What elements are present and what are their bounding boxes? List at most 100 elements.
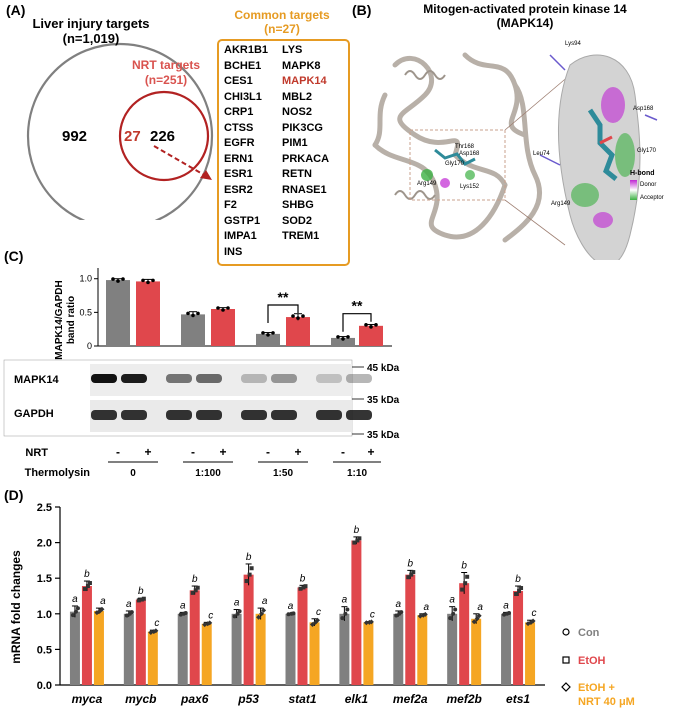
d-point: [411, 570, 416, 575]
legend-etoh: EtOH: [578, 655, 606, 667]
liver-circle: [26, 42, 214, 220]
d-point: [247, 572, 252, 577]
venn-right-only: 226: [150, 128, 176, 145]
venn-arrow: [153, 145, 212, 180]
d-ytick: 2.0: [37, 538, 52, 550]
d-point: [99, 606, 105, 612]
d-bar: [243, 574, 254, 685]
d-sig-letter: b: [192, 574, 198, 585]
c-point: [369, 325, 373, 329]
c-bar: [359, 325, 383, 346]
hbond-legend-title: H-bond: [630, 170, 655, 177]
d-bar: [177, 613, 188, 685]
c-point: [141, 278, 145, 283]
gene-item: CRP1: [224, 106, 254, 118]
venn-overlap: 27: [124, 128, 141, 145]
common-targets-box: AKR1B1 BCHE1 CES1 CHI3L1 CRP1 CTSS EGFR ERN1 ESR…: [217, 39, 350, 266]
d-point: [406, 575, 411, 580]
d-point: [249, 566, 254, 571]
ligand-left: [421, 148, 476, 188]
d-point: [237, 609, 242, 614]
c-point: [301, 314, 305, 318]
d-point: [286, 612, 291, 617]
c-ylabel-line1: MAPK14/GAPDH: [54, 280, 65, 359]
d-point: [517, 589, 522, 594]
d-point: [94, 610, 100, 616]
gene-item: EGFR: [224, 137, 255, 149]
residue-label-left-1: Asp168: [459, 151, 480, 157]
d-bar: [201, 623, 212, 685]
d-sig-letter: c: [532, 608, 537, 619]
kda-35-a: 35 kDa: [367, 395, 400, 406]
nrt-row-label: NRT: [25, 447, 48, 459]
d-point: [87, 581, 92, 586]
gapdh-band: [166, 410, 192, 420]
d-point: [394, 613, 399, 618]
c-point: [336, 335, 340, 339]
d-point: [313, 619, 318, 625]
mapk14-band: [241, 374, 267, 383]
d-sig-letter: c: [316, 607, 321, 618]
blot-label-mapk14: MAPK14: [14, 374, 60, 386]
residue-label-left-0: Thr168: [455, 144, 475, 150]
nrt-sign: -: [191, 445, 195, 459]
d-legend: Con EtOH EtOH + NRT 40 μM: [561, 627, 635, 708]
c-sig-label: **: [278, 289, 289, 305]
d-ytick: 2.5: [37, 502, 52, 514]
c-point: [146, 280, 150, 285]
d-point: [310, 621, 315, 627]
d-point: [465, 574, 470, 579]
mapk14-band: [316, 374, 342, 383]
nrt-title: NRT targets: [131, 58, 200, 72]
d-ytick: 0.5: [37, 644, 52, 656]
residue-label-right-4: Arg149: [551, 201, 571, 207]
protein-title: Mitogen-activated protein kinase 14: [423, 2, 627, 16]
d-point: [202, 622, 208, 628]
d-point: [357, 536, 362, 541]
liver-targets-label: Liver injury targets (n=1,019): [26, 16, 156, 46]
gene-item: CES1: [224, 75, 253, 87]
nrt-sign: +: [219, 445, 226, 459]
panel-c-chart: MAPK14/GAPDH band ratio 0 0.5 1.0 ** ** MAPK…: [3, 268, 400, 479]
d-point: [183, 610, 188, 615]
blot-label-gapdh: GAPDH: [14, 408, 54, 420]
d-bar: [393, 613, 404, 685]
gene-item: TREM1: [282, 230, 320, 242]
d-bar: [189, 590, 200, 685]
nrt-sign: +: [294, 445, 301, 459]
c-bar: [106, 280, 130, 346]
d-point: [355, 538, 360, 543]
d-bar: [135, 599, 146, 685]
d-sig-letter: b: [138, 586, 144, 597]
gene-item: ESR2: [224, 183, 253, 196]
d-ytick: 1.0: [37, 609, 52, 621]
mapk14-band: [346, 374, 372, 383]
gene-item: NOS2: [282, 106, 312, 118]
d-bar: [459, 583, 470, 685]
d-sig-letter: c: [370, 610, 375, 621]
c-ylabel: MAPK14/GAPDH band ratio: [54, 280, 77, 359]
d-sig-letter: a: [234, 598, 240, 609]
c-ytick: 0: [87, 341, 92, 351]
d-sig-letter: a: [180, 600, 186, 611]
d-point: [345, 607, 350, 612]
d-point: [75, 606, 80, 611]
gene-column-1: AKR1B1 BCHE1 CES1 CHI3L1 CRP1 CTSS EGFR ERN1 ESR…: [224, 43, 268, 260]
d-point: [136, 598, 141, 603]
d-sig-letter: b: [246, 552, 252, 563]
binding-surface: [539, 54, 658, 260]
d-point: [303, 584, 308, 589]
protein-ribbon: [372, 52, 543, 243]
legend-etoh-marker: [562, 656, 570, 664]
gene-item: INS: [224, 245, 243, 258]
venn-diagram: [26, 42, 214, 220]
d-sig-letter: b: [354, 525, 360, 536]
blot-bands: [90, 364, 372, 432]
c-point: [266, 333, 270, 337]
c-bar: [181, 314, 205, 346]
d-bar: [363, 622, 374, 685]
legend-con-marker: [562, 628, 570, 636]
d-point: [417, 613, 423, 619]
c-point: [261, 331, 265, 335]
d-sig-letter: a: [477, 602, 483, 613]
